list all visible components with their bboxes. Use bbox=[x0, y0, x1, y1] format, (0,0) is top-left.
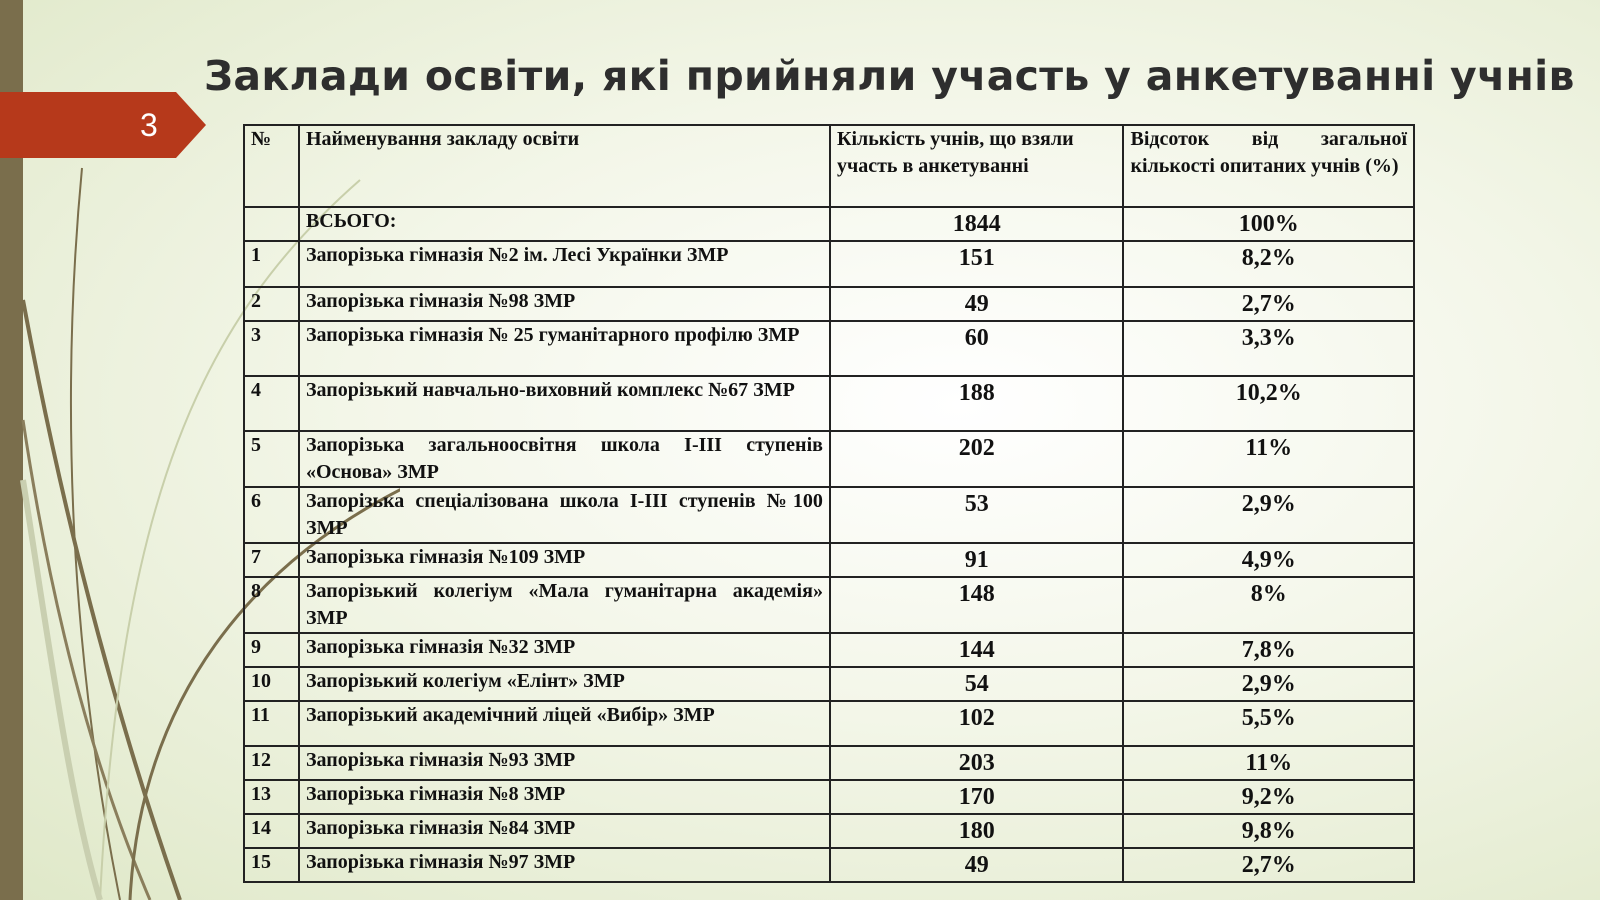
school-name: Запорізька гімназія №97 ЗМР bbox=[297, 847, 831, 883]
header-number: № bbox=[243, 124, 300, 208]
school-name: Запорізька гімназія №32 ЗМР bbox=[297, 632, 831, 668]
student-count: 202 bbox=[828, 430, 1125, 488]
percent-value: 8% bbox=[1122, 576, 1415, 634]
table-row: 9 Запорізька гімназія №32 ЗМР 144 7,8% bbox=[243, 632, 1415, 668]
decorative-curves bbox=[20, 167, 400, 900]
student-count: 60 bbox=[828, 320, 1125, 377]
student-count: 49 bbox=[828, 286, 1125, 322]
student-count: 144 bbox=[828, 632, 1125, 668]
percent-value: 10,2% bbox=[1122, 375, 1415, 432]
table-row: 6 Запорізька спеціалізована школа І-ІІІ с… bbox=[243, 486, 1415, 544]
row-number: 3 bbox=[243, 320, 300, 377]
school-name: Запорізька гімназія №8 ЗМР bbox=[297, 779, 831, 815]
table-row: 4 Запорізький навчально-виховний комплекс… bbox=[243, 375, 1415, 432]
school-name: Запорізька спеціалізована школа І-ІІІ ст… bbox=[297, 486, 831, 544]
school-name: Запорізька гімназія №2 ім. Лесі Українки… bbox=[297, 240, 831, 288]
table-row: 12 Запорізька гімназія №93 ЗМР 203 11% bbox=[243, 745, 1415, 781]
table-header-row: № Найменування закладу освіти Кількість … bbox=[243, 124, 1415, 208]
row-number: 14 bbox=[243, 813, 300, 849]
percent-value: 9,8% bbox=[1122, 813, 1415, 849]
school-name: Запорізька гімназія №93 ЗМР bbox=[297, 745, 831, 781]
table-row: 10 Запорізький колегіум «Елінт» ЗМР 54 2,9% bbox=[243, 666, 1415, 702]
row-number: 6 bbox=[243, 486, 300, 544]
row-number: 9 bbox=[243, 632, 300, 668]
row-number: 12 bbox=[243, 745, 300, 781]
row-number: 15 bbox=[243, 847, 300, 883]
table-row: 3 Запорізька гімназія № 25 гуманітарного … bbox=[243, 320, 1415, 377]
total-label: ВСЬОГО: bbox=[297, 206, 831, 242]
table-row: 1 Запорізька гімназія №2 ім. Лесі Українк… bbox=[243, 240, 1415, 288]
percent-value: 2,7% bbox=[1122, 847, 1415, 883]
percent-value: 2,9% bbox=[1122, 486, 1415, 544]
row-number: 10 bbox=[243, 666, 300, 702]
percent-value: 9,2% bbox=[1122, 779, 1415, 815]
table-row: 14 Запорізька гімназія №84 ЗМР 180 9,8% bbox=[243, 813, 1415, 849]
header-name: Найменування закладу освіти bbox=[297, 124, 831, 208]
total-percent: 100% bbox=[1122, 206, 1415, 242]
student-count: 102 bbox=[828, 700, 1125, 747]
percent-value: 3,3% bbox=[1122, 320, 1415, 377]
percent-value: 2,7% bbox=[1122, 286, 1415, 322]
school-name: Запорізька гімназія №98 ЗМР bbox=[297, 286, 831, 322]
row-number: 11 bbox=[243, 700, 300, 747]
row-number: 13 bbox=[243, 779, 300, 815]
total-number bbox=[243, 206, 300, 242]
percent-value: 11% bbox=[1122, 430, 1415, 488]
total-count: 1844 bbox=[828, 206, 1125, 242]
school-name: Запорізький академічний ліцей «Вибір» ЗМ… bbox=[297, 700, 831, 747]
table-row: 15 Запорізька гімназія №97 ЗМР 49 2,7% bbox=[243, 847, 1415, 883]
student-count: 151 bbox=[828, 240, 1125, 288]
slide-number: 3 bbox=[140, 107, 158, 143]
school-name: Запорізька гімназія №109 ЗМР bbox=[297, 542, 831, 578]
table-row: 13 Запорізька гімназія №8 ЗМР 170 9,2% bbox=[243, 779, 1415, 815]
table-row: 7 Запорізька гімназія №109 ЗМР 91 4,9% bbox=[243, 542, 1415, 578]
school-name: Запорізький навчально-виховний комплекс … bbox=[297, 375, 831, 432]
row-number: 5 bbox=[243, 430, 300, 488]
school-name: Запорізька загальноосвітня школа І-ІІІ с… bbox=[297, 430, 831, 488]
student-count: 53 bbox=[828, 486, 1125, 544]
row-number: 8 bbox=[243, 576, 300, 634]
percent-value: 11% bbox=[1122, 745, 1415, 781]
header-percent: Відсоток від загальної кількості опитани… bbox=[1122, 124, 1415, 208]
percent-value: 7,8% bbox=[1122, 632, 1415, 668]
table-row: 11 Запорізький академічний ліцей «Вибір» … bbox=[243, 700, 1415, 747]
school-name: Запорізька гімназія № 25 гуманітарного п… bbox=[297, 320, 831, 377]
left-stripe bbox=[0, 0, 23, 900]
school-name: Запорізький колегіум «Елінт» ЗМР bbox=[297, 666, 831, 702]
percent-value: 8,2% bbox=[1122, 240, 1415, 288]
student-count: 54 bbox=[828, 666, 1125, 702]
student-count: 91 bbox=[828, 542, 1125, 578]
student-count: 180 bbox=[828, 813, 1125, 849]
row-number: 2 bbox=[243, 286, 300, 322]
percent-value: 2,9% bbox=[1122, 666, 1415, 702]
table-row: 2 Запорізька гімназія №98 ЗМР 49 2,7% bbox=[243, 286, 1415, 322]
student-count: 49 bbox=[828, 847, 1125, 883]
percent-value: 4,9% bbox=[1122, 542, 1415, 578]
student-count: 148 bbox=[828, 576, 1125, 634]
row-number: 4 bbox=[243, 375, 300, 432]
table-row: 8 Запорізький колегіум «Мала гуманітарна … bbox=[243, 576, 1415, 634]
slide-number-badge: 3 bbox=[0, 92, 206, 158]
student-count: 188 bbox=[828, 375, 1125, 432]
school-name: Запорізький колегіум «Мала гуманітарна а… bbox=[297, 576, 831, 634]
percent-value: 5,5% bbox=[1122, 700, 1415, 747]
student-count: 203 bbox=[828, 745, 1125, 781]
school-name: Запорізька гімназія №84 ЗМР bbox=[297, 813, 831, 849]
total-row: ВСЬОГО: 1844 100% bbox=[243, 206, 1415, 242]
row-number: 7 bbox=[243, 542, 300, 578]
student-count: 170 bbox=[828, 779, 1125, 815]
schools-table: № Найменування закладу освіти Кількість … bbox=[243, 124, 1415, 883]
row-number: 1 bbox=[243, 240, 300, 288]
slide-title: Заклади освіти, які прийняли участь у ан… bbox=[204, 52, 1575, 100]
header-count: Кількість учнів, що взяли участь в анкет… bbox=[828, 124, 1125, 208]
table-row: 5 Запорізька загальноосвітня школа І-ІІІ … bbox=[243, 430, 1415, 488]
